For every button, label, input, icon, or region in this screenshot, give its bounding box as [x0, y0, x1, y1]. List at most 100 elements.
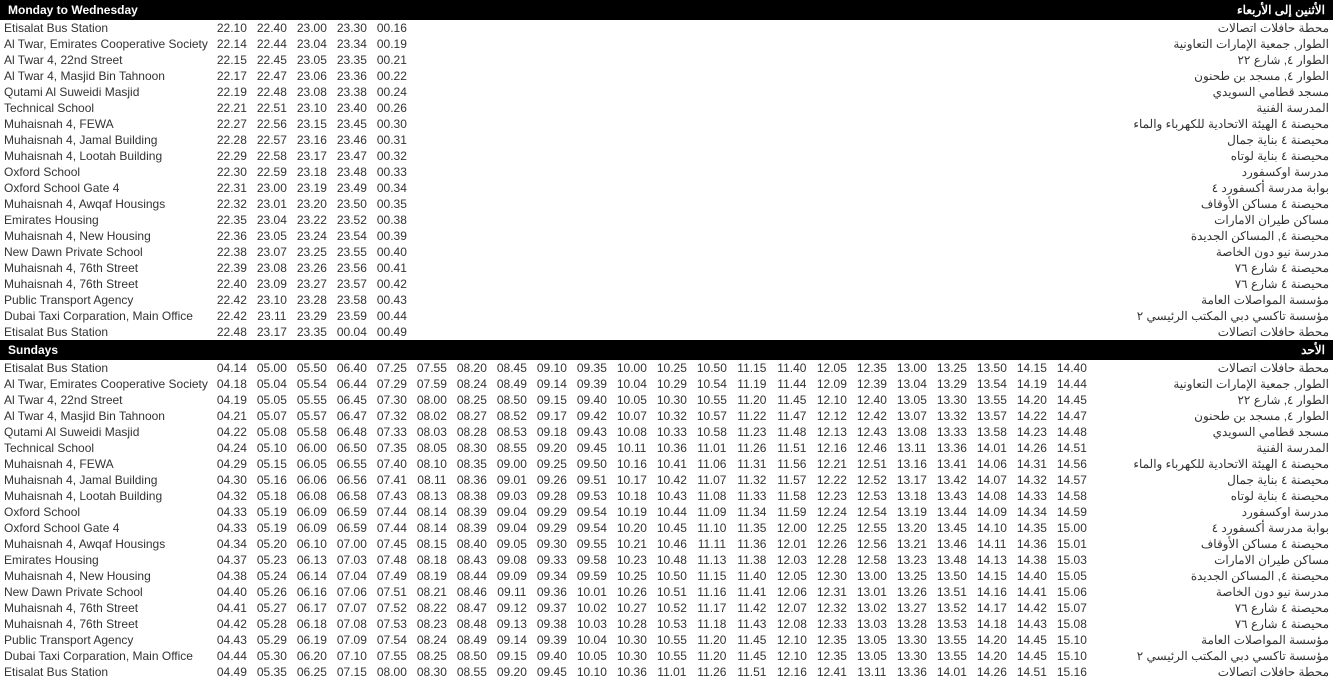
- time-cell: 09.01: [492, 472, 532, 488]
- stop-name-en: Oxford School: [0, 504, 212, 520]
- time-cell: 14.38: [1012, 552, 1052, 568]
- time-cell: 23.45: [332, 116, 372, 132]
- time-cell: 06.48: [332, 424, 372, 440]
- time-cell: 05.19: [252, 520, 292, 536]
- time-cell: 11.51: [732, 664, 772, 680]
- stop-name-en: Al Twar, Emirates Cooperative Society: [0, 376, 212, 392]
- time-cell: 11.35: [732, 520, 772, 536]
- stop-name-en: Al Twar 4, Masjid Bin Tahnoon: [0, 408, 212, 424]
- time-cell: 09.53: [572, 488, 612, 504]
- time-cell: 22.14: [212, 36, 252, 52]
- spacer: [412, 212, 1129, 228]
- time-cell: 11.57: [772, 472, 812, 488]
- table-row: Etisalat Bus Station22.1022.4023.0023.30…: [0, 20, 1333, 36]
- time-cell: 04.32: [212, 488, 252, 504]
- timetable: Etisalat Bus Station22.1022.4023.0023.30…: [0, 20, 1333, 340]
- stop-name-ar: مدرسة اوكسفورد: [1129, 504, 1333, 520]
- time-cell: 14.06: [972, 456, 1012, 472]
- time-cell: 13.05: [852, 648, 892, 664]
- time-cell: 07.53: [372, 616, 412, 632]
- time-cell: 12.23: [812, 488, 852, 504]
- stop-name-ar: مساكن طيران الامارات: [1129, 552, 1333, 568]
- time-cell: 11.38: [732, 552, 772, 568]
- time-cell: 22.56: [252, 116, 292, 132]
- time-cell: 10.52: [652, 600, 692, 616]
- time-cell: 22.17: [212, 68, 252, 84]
- time-cell: 09.37: [532, 600, 572, 616]
- time-cell: 05.16: [252, 472, 292, 488]
- time-cell: 11.13: [692, 552, 732, 568]
- time-cell: 12.06: [772, 584, 812, 600]
- time-cell: 07.33: [372, 424, 412, 440]
- spacer: [1092, 472, 1129, 488]
- time-cell: 10.10: [572, 664, 612, 680]
- time-cell: 23.10: [292, 100, 332, 116]
- time-cell: 07.03: [332, 552, 372, 568]
- stop-name-en: Etisalat Bus Station: [0, 324, 212, 340]
- time-cell: 08.18: [412, 552, 452, 568]
- time-cell: 05.04: [252, 376, 292, 392]
- time-cell: 09.43: [572, 424, 612, 440]
- time-cell: 05.54: [292, 376, 332, 392]
- spacer: [1092, 424, 1129, 440]
- time-cell: 10.01: [572, 584, 612, 600]
- time-cell: 11.01: [652, 664, 692, 680]
- time-cell: 12.16: [812, 440, 852, 456]
- time-cell: 13.11: [852, 664, 892, 680]
- time-cell: 14.44: [1052, 376, 1092, 392]
- time-cell: 06.45: [332, 392, 372, 408]
- spacer: [1092, 456, 1129, 472]
- table-row: Muhaisnah 4, Jamal Building04.3005.1606.…: [0, 472, 1333, 488]
- time-cell: 22.35: [212, 212, 252, 228]
- stop-name-ar: محيصنة ٤ شارع ٧٦: [1129, 276, 1333, 292]
- table-row: Oxford School Gate 422.3123.0023.1923.49…: [0, 180, 1333, 196]
- spacer: [1092, 536, 1129, 552]
- stop-name-en: Emirates Housing: [0, 552, 212, 568]
- time-cell: 00.33: [372, 164, 412, 180]
- time-cell: 14.33: [1012, 488, 1052, 504]
- time-cell: 13.07: [892, 408, 932, 424]
- time-cell: 08.46: [452, 584, 492, 600]
- stop-name-ar: مؤسسة المواصلات العامة: [1129, 292, 1333, 308]
- stop-name-en: Muhaisnah 4, New Housing: [0, 228, 212, 244]
- time-cell: 13.52: [932, 600, 972, 616]
- time-cell: 00.21: [372, 52, 412, 68]
- table-row: Qutami Al Suweidi Masjid22.1922.4823.082…: [0, 84, 1333, 100]
- time-cell: 10.02: [572, 600, 612, 616]
- time-cell: 12.13: [812, 424, 852, 440]
- time-cell: 06.59: [332, 504, 372, 520]
- spacer: [412, 68, 1129, 84]
- time-cell: 13.50: [932, 568, 972, 584]
- time-cell: 08.02: [412, 408, 452, 424]
- time-cell: 10.05: [612, 392, 652, 408]
- time-cell: 14.18: [972, 616, 1012, 632]
- time-cell: 08.48: [452, 616, 492, 632]
- time-cell: 10.18: [612, 488, 652, 504]
- time-cell: 15.06: [1052, 584, 1092, 600]
- time-cell: 23.46: [332, 132, 372, 148]
- time-cell: 14.23: [1012, 424, 1052, 440]
- time-cell: 09.39: [532, 632, 572, 648]
- time-cell: 22.28: [212, 132, 252, 148]
- time-cell: 08.25: [412, 648, 452, 664]
- time-cell: 11.40: [772, 360, 812, 376]
- time-cell: 09.05: [492, 536, 532, 552]
- time-cell: 10.33: [652, 424, 692, 440]
- time-cell: 13.32: [932, 408, 972, 424]
- spacer: [412, 180, 1129, 196]
- time-cell: 10.26: [612, 584, 652, 600]
- time-cell: 12.01: [772, 536, 812, 552]
- time-cell: 07.25: [372, 360, 412, 376]
- time-cell: 07.41: [372, 472, 412, 488]
- time-cell: 07.08: [332, 616, 372, 632]
- time-cell: 23.59: [332, 308, 372, 324]
- time-cell: 09.51: [572, 472, 612, 488]
- spacer: [1092, 648, 1129, 664]
- time-cell: 13.36: [892, 664, 932, 680]
- time-cell: 14.09: [972, 504, 1012, 520]
- time-cell: 12.12: [812, 408, 852, 424]
- time-cell: 09.42: [572, 408, 612, 424]
- time-cell: 08.35: [452, 456, 492, 472]
- time-cell: 06.08: [292, 488, 332, 504]
- table-row: Muhaisnah 4, Awqaf Housings22.3223.0123.…: [0, 196, 1333, 212]
